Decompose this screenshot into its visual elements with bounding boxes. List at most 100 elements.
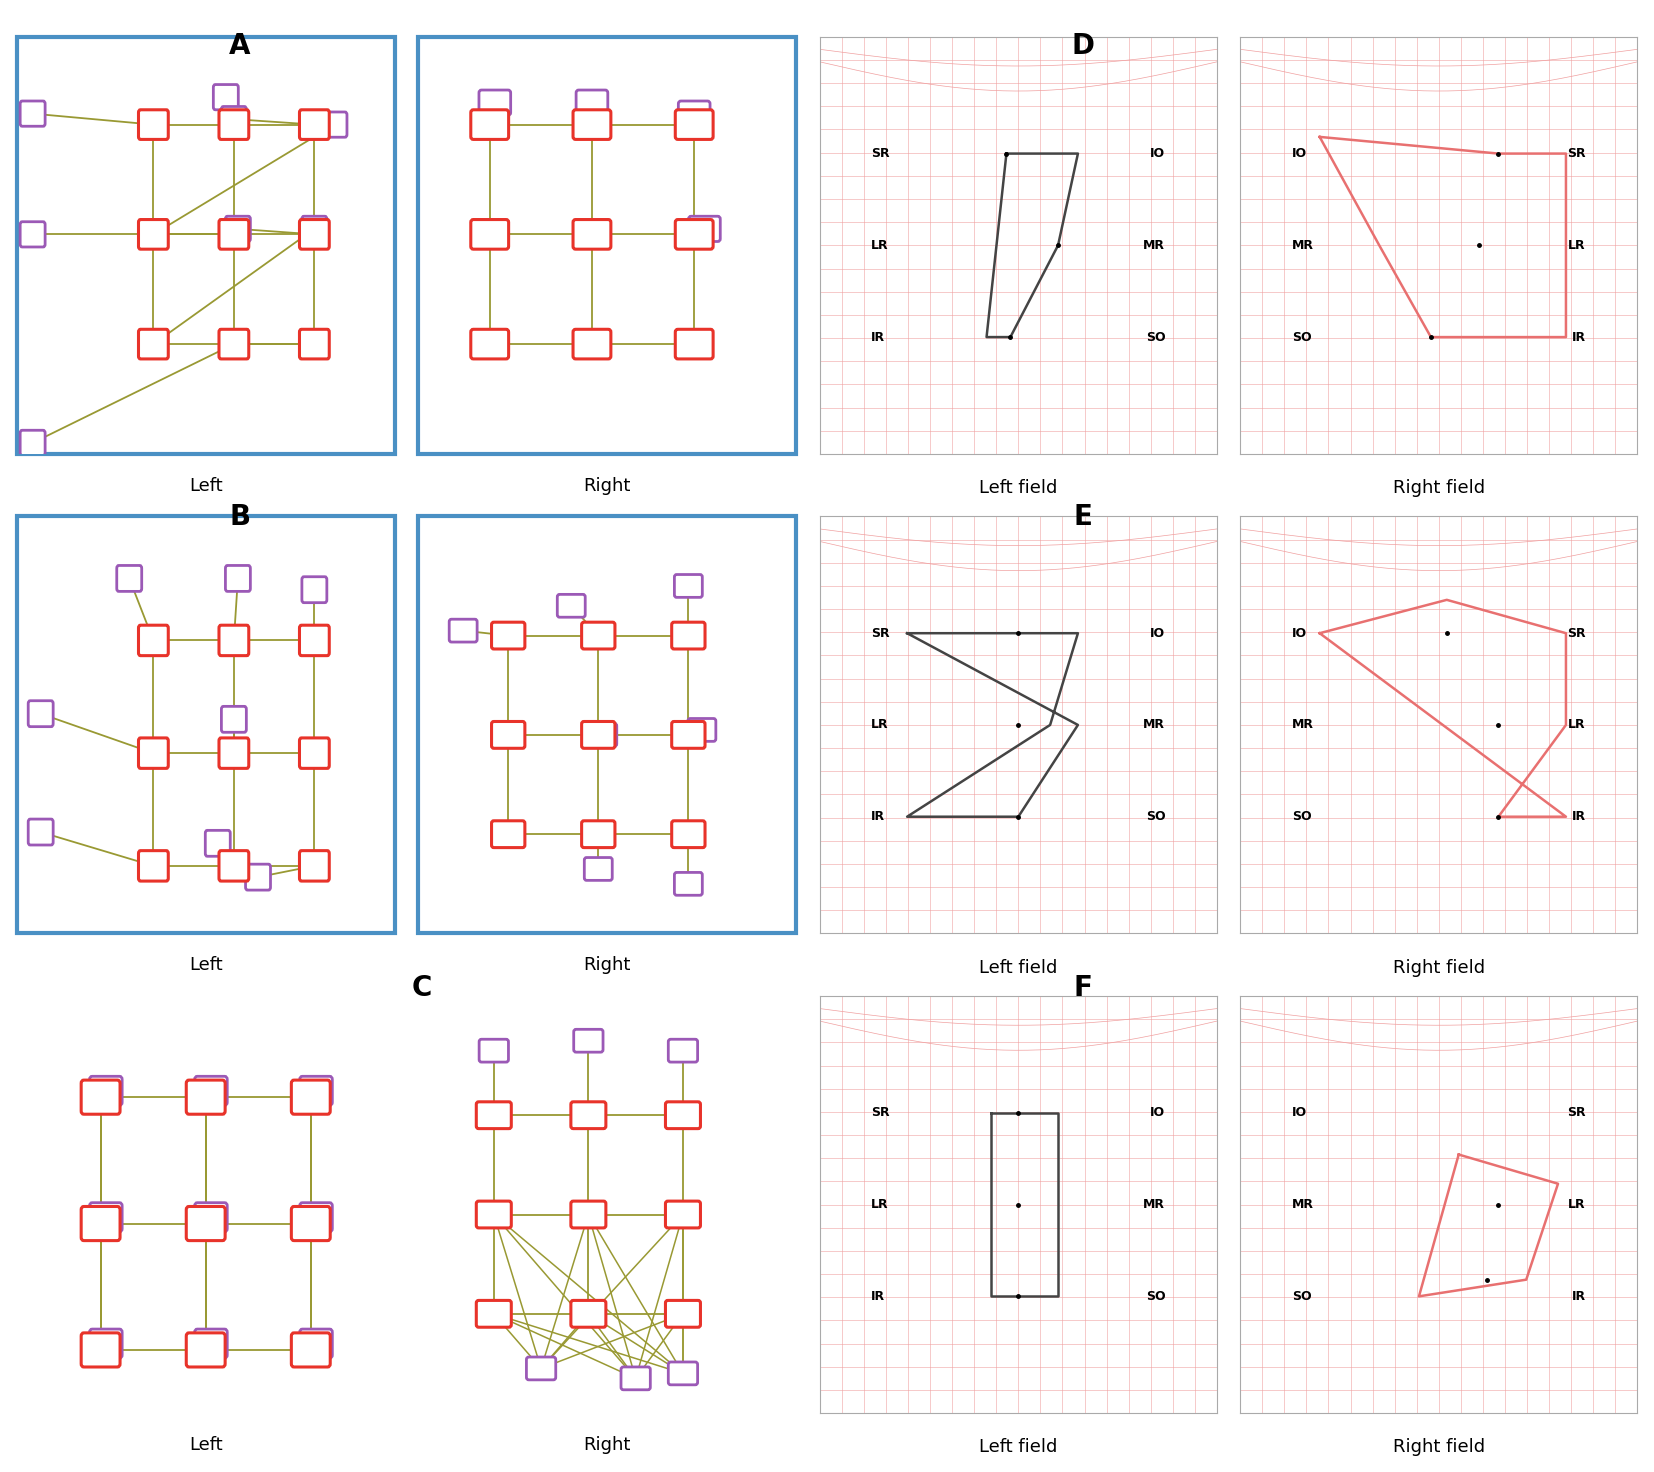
Text: LR: LR bbox=[872, 718, 888, 732]
FancyBboxPatch shape bbox=[678, 331, 710, 356]
FancyBboxPatch shape bbox=[480, 90, 511, 115]
Text: E: E bbox=[1073, 503, 1093, 531]
FancyBboxPatch shape bbox=[574, 1029, 604, 1052]
FancyBboxPatch shape bbox=[675, 219, 713, 249]
FancyBboxPatch shape bbox=[576, 331, 607, 356]
FancyBboxPatch shape bbox=[89, 1076, 122, 1105]
Text: SR: SR bbox=[872, 147, 890, 160]
FancyBboxPatch shape bbox=[688, 216, 719, 241]
Text: MR: MR bbox=[1143, 718, 1166, 732]
FancyBboxPatch shape bbox=[572, 110, 610, 140]
FancyBboxPatch shape bbox=[675, 574, 703, 598]
Text: IO: IO bbox=[1150, 147, 1166, 160]
Bar bbox=[17, 37, 395, 453]
FancyBboxPatch shape bbox=[81, 1332, 121, 1367]
Text: MR: MR bbox=[1143, 238, 1166, 252]
Text: IO: IO bbox=[1150, 1107, 1166, 1119]
FancyBboxPatch shape bbox=[225, 565, 250, 592]
Text: MR: MR bbox=[1292, 718, 1313, 732]
FancyBboxPatch shape bbox=[476, 1103, 511, 1129]
Text: LR: LR bbox=[1568, 718, 1586, 732]
FancyBboxPatch shape bbox=[218, 330, 248, 359]
Text: SO: SO bbox=[1146, 1289, 1166, 1303]
FancyBboxPatch shape bbox=[81, 1207, 121, 1241]
Text: Right: Right bbox=[584, 1437, 630, 1454]
Text: IR: IR bbox=[872, 810, 885, 823]
Text: MR: MR bbox=[1292, 1198, 1313, 1211]
FancyBboxPatch shape bbox=[299, 219, 329, 249]
Text: LR: LR bbox=[872, 238, 888, 252]
FancyBboxPatch shape bbox=[218, 219, 248, 249]
FancyBboxPatch shape bbox=[582, 623, 615, 649]
Text: LR: LR bbox=[1568, 238, 1586, 252]
FancyBboxPatch shape bbox=[303, 216, 327, 241]
FancyBboxPatch shape bbox=[675, 110, 713, 140]
Text: SR: SR bbox=[872, 1107, 890, 1119]
FancyBboxPatch shape bbox=[688, 718, 716, 742]
Text: Left: Left bbox=[189, 1437, 223, 1454]
FancyBboxPatch shape bbox=[139, 219, 169, 249]
Bar bbox=[418, 37, 797, 453]
FancyBboxPatch shape bbox=[20, 102, 45, 127]
Text: Left: Left bbox=[189, 957, 223, 974]
FancyBboxPatch shape bbox=[222, 106, 246, 131]
Text: SR: SR bbox=[872, 627, 890, 640]
FancyBboxPatch shape bbox=[117, 565, 142, 592]
FancyBboxPatch shape bbox=[139, 330, 169, 359]
FancyBboxPatch shape bbox=[526, 1357, 556, 1379]
Text: IR: IR bbox=[1571, 810, 1586, 823]
FancyBboxPatch shape bbox=[582, 821, 615, 848]
FancyBboxPatch shape bbox=[139, 737, 169, 768]
FancyBboxPatch shape bbox=[139, 851, 169, 882]
FancyBboxPatch shape bbox=[139, 626, 169, 655]
FancyBboxPatch shape bbox=[572, 330, 610, 359]
Text: IO: IO bbox=[1292, 1107, 1307, 1119]
FancyBboxPatch shape bbox=[572, 219, 610, 249]
FancyBboxPatch shape bbox=[491, 721, 524, 748]
FancyBboxPatch shape bbox=[218, 626, 248, 655]
Text: IR: IR bbox=[872, 1289, 885, 1303]
FancyBboxPatch shape bbox=[473, 222, 506, 247]
FancyBboxPatch shape bbox=[89, 1203, 122, 1232]
Text: Left: Left bbox=[189, 477, 223, 495]
FancyBboxPatch shape bbox=[571, 1201, 605, 1228]
Text: D: D bbox=[1072, 32, 1095, 60]
Text: SO: SO bbox=[1292, 1289, 1312, 1303]
FancyBboxPatch shape bbox=[187, 1080, 225, 1114]
FancyBboxPatch shape bbox=[584, 858, 612, 880]
FancyBboxPatch shape bbox=[675, 330, 713, 359]
FancyBboxPatch shape bbox=[620, 1367, 650, 1390]
Text: LR: LR bbox=[1568, 1198, 1586, 1211]
Text: Right: Right bbox=[584, 477, 630, 495]
Text: IR: IR bbox=[872, 331, 885, 343]
Text: C: C bbox=[412, 974, 432, 1002]
FancyBboxPatch shape bbox=[213, 84, 238, 110]
Text: Right field: Right field bbox=[1393, 958, 1485, 976]
FancyBboxPatch shape bbox=[195, 1203, 227, 1232]
FancyBboxPatch shape bbox=[668, 1039, 698, 1063]
Text: Right: Right bbox=[584, 957, 630, 974]
FancyBboxPatch shape bbox=[89, 1329, 122, 1359]
FancyBboxPatch shape bbox=[218, 110, 248, 140]
Text: Left field: Left field bbox=[979, 958, 1057, 976]
Text: B: B bbox=[230, 503, 250, 531]
FancyBboxPatch shape bbox=[576, 222, 607, 247]
FancyBboxPatch shape bbox=[678, 102, 710, 127]
Text: IO: IO bbox=[1150, 627, 1166, 640]
FancyBboxPatch shape bbox=[491, 821, 524, 848]
FancyBboxPatch shape bbox=[28, 701, 53, 727]
Bar bbox=[17, 517, 395, 933]
FancyBboxPatch shape bbox=[571, 1300, 605, 1328]
FancyBboxPatch shape bbox=[672, 623, 705, 649]
FancyBboxPatch shape bbox=[471, 330, 509, 359]
FancyBboxPatch shape bbox=[139, 110, 169, 140]
FancyBboxPatch shape bbox=[299, 626, 329, 655]
FancyBboxPatch shape bbox=[291, 1080, 331, 1114]
FancyBboxPatch shape bbox=[303, 577, 327, 602]
FancyBboxPatch shape bbox=[323, 112, 347, 137]
FancyBboxPatch shape bbox=[476, 1201, 511, 1228]
FancyBboxPatch shape bbox=[20, 222, 45, 247]
FancyBboxPatch shape bbox=[576, 90, 607, 115]
FancyBboxPatch shape bbox=[574, 1203, 604, 1226]
FancyBboxPatch shape bbox=[195, 1329, 227, 1359]
